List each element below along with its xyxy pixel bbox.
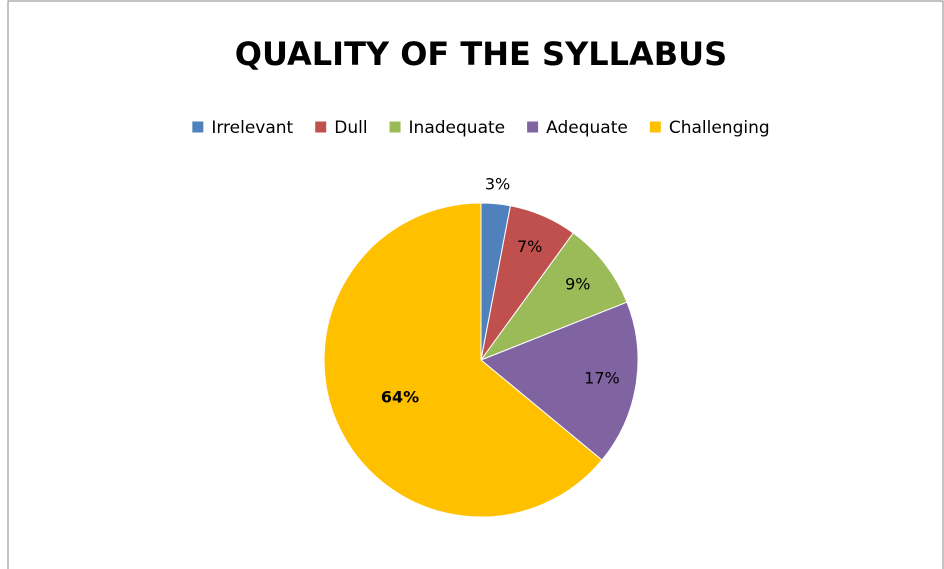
legend-item: Challenging: [649, 118, 770, 138]
slice-label: 17%: [584, 369, 620, 388]
legend-label: Challenging: [669, 118, 770, 138]
legend-item: Irrelevant: [192, 118, 294, 138]
chart-title: QUALITY OF THE SYLLABUS: [235, 35, 727, 73]
pie: [323, 202, 639, 518]
legend-item: Inadequate: [389, 118, 506, 138]
pie-slice: [479, 232, 628, 362]
legend: Irrelevant Dull Inadequate Adequate Challeng…: [192, 118, 770, 138]
legend-swatch: [389, 121, 401, 133]
legend-swatch: [315, 121, 327, 133]
legend-label: Adequate: [546, 118, 628, 138]
slice-label: 9%: [565, 274, 590, 293]
legend-label: Irrelevant: [211, 118, 293, 138]
slice-label: 3%: [485, 174, 510, 193]
legend-item: Dull: [315, 118, 368, 138]
pie-slice: [323, 202, 603, 518]
slice-labels: 3% 7% 9% 17% 64%: [381, 174, 620, 406]
legend-item: Adequate: [527, 118, 628, 138]
legend-label: Dull: [334, 118, 367, 138]
pie-slice: [480, 301, 639, 461]
legend-swatch: [527, 121, 539, 133]
legend-swatch: [649, 121, 661, 133]
slice-label: 7%: [517, 237, 542, 256]
slice-label: 64%: [381, 388, 419, 407]
legend-swatch: [192, 121, 204, 133]
legend-label: Inadequate: [409, 118, 506, 138]
